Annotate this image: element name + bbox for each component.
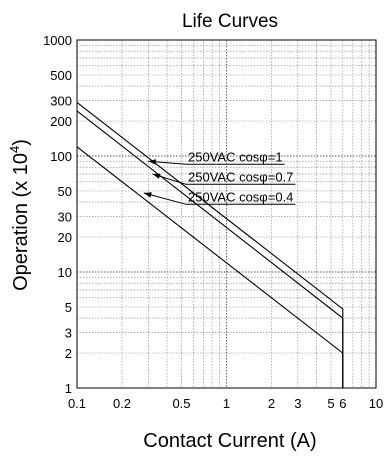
y-tick-label: 100 [50, 149, 72, 164]
series-lines [76, 101, 344, 388]
x-tick-label: 1 [223, 396, 230, 411]
y-tick-label: 500 [50, 68, 72, 83]
x-tick-label: 6 [339, 396, 346, 411]
y-tick-label: 50 [58, 184, 72, 199]
y-axis-label: Operation (x 104) [7, 139, 32, 291]
series-annotations: 250VAC cosφ=1 250VAC cosφ=0.7 250VAC cosφ=… [143, 149, 296, 205]
x-tick-label: 10 [369, 396, 383, 411]
y-tick-label: 1000 [43, 33, 72, 48]
y-tick-labels: 1 2 3 5 10 20 30 50 100 200 300 500 1000 [43, 33, 72, 396]
x-tick-label: 5 [327, 396, 334, 411]
series-annotation-label: 250VAC cosφ=0.4 [188, 189, 293, 204]
y-tick-label: 30 [58, 210, 72, 225]
y-tick-label: 1 [65, 381, 72, 396]
chart-title: Life Curves [182, 11, 278, 32]
y-tick-label: 5 [65, 300, 72, 315]
x-tick-labels: 0.1 0.2 0.5 1 2 3 5 6 10 [68, 396, 383, 411]
series-line [76, 146, 344, 388]
y-tick-label: 20 [58, 230, 72, 245]
series-annotation-label: 250VAC cosφ=0.7 [188, 169, 293, 184]
y-tick-label: 300 [50, 94, 72, 109]
annotation-arrowhead [143, 192, 152, 198]
x-tick-label: 0.1 [68, 396, 86, 411]
x-tick-label: 0.2 [113, 396, 131, 411]
y-tick-label: 200 [50, 114, 72, 129]
x-axis-label: Contact Current (A) [143, 430, 316, 452]
plot-frame [76, 39, 377, 389]
annotation-arrowhead [148, 159, 156, 165]
x-tick-label: 2 [268, 396, 275, 411]
annotation-arrowhead [152, 173, 161, 179]
minor-gridlines [77, 40, 376, 388]
major-gridlines [77, 40, 376, 388]
y-tick-label: 10 [58, 265, 72, 280]
series-line [76, 101, 344, 388]
x-tick-label: 3 [294, 396, 301, 411]
x-tick-label: 0.5 [172, 396, 190, 411]
y-tick-label: 3 [65, 326, 72, 341]
y-tick-label: 2 [65, 346, 72, 361]
series-annotation-label: 250VAC cosφ=1 [188, 149, 283, 164]
